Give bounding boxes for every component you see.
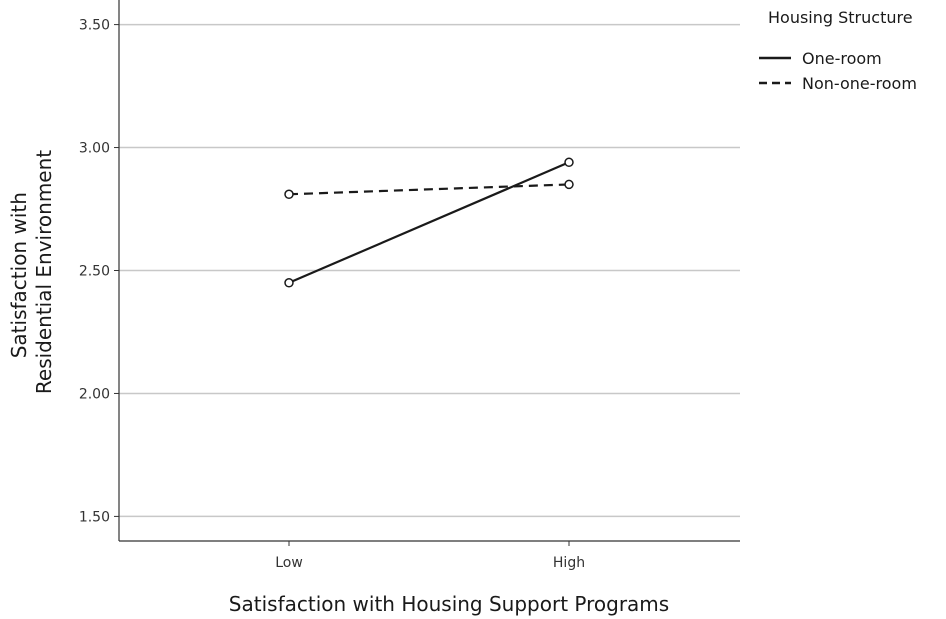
y-tick-label: 2.00 [79, 386, 110, 402]
x-axis-title: Satisfaction with Housing Support Progra… [229, 592, 669, 616]
y-axis-title-line-2: Residential Environment [32, 150, 56, 394]
series [284, 157, 574, 288]
legend-title: Housing Structure [768, 8, 913, 27]
series-line [288, 183, 570, 196]
series-non-one-room [284, 179, 574, 200]
y-tick-label: 2.50 [79, 264, 110, 280]
x-tick-label: High [553, 555, 585, 571]
grid-lines [114, 23, 740, 518]
y-tick-label: 3.50 [79, 18, 110, 34]
y-axis-title: Satisfaction with Residential Environmen… [7, 150, 56, 394]
legend-label: Non-one-room [802, 74, 917, 93]
axes [118, 0, 740, 542]
data-point [284, 278, 294, 288]
series-line [288, 161, 570, 284]
y-axis-title-line-1: Satisfaction with [7, 192, 31, 358]
legend-items: One-room Non-one-room [759, 49, 917, 93]
y-tick-labels: 1.50 2.00 2.50 3.00 3.50 [79, 18, 110, 526]
y-tick-label: 3.00 [79, 141, 110, 157]
x-tick-label: Low [275, 555, 303, 571]
legend-label: One-room [802, 49, 882, 68]
series-one-room [284, 157, 574, 288]
data-point [564, 179, 574, 190]
data-point [284, 189, 294, 200]
data-point [564, 157, 574, 168]
y-tick-label: 1.50 [79, 509, 110, 525]
x-tick-labels: Low High [275, 541, 585, 571]
legend: Housing Structure One-room Non-one-room [759, 8, 917, 93]
